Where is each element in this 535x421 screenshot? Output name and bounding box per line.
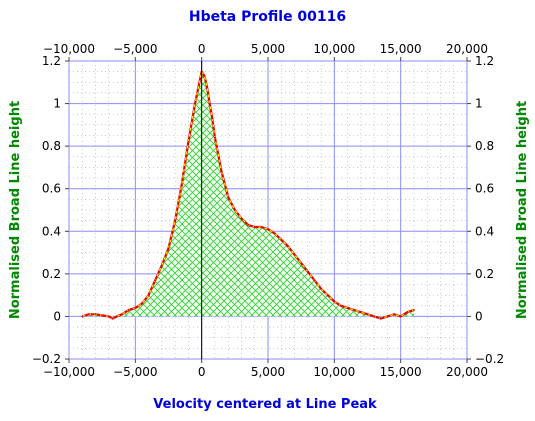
y-tick-label-left: 0 — [53, 309, 61, 323]
profile-point — [386, 315, 389, 318]
x-tick-label-top: 20,000 — [446, 42, 488, 56]
profile-point — [326, 294, 329, 297]
profile-point — [174, 219, 177, 222]
profile-point — [247, 224, 250, 226]
y-tick-label-left: 0.8 — [42, 139, 61, 153]
profile-point — [187, 140, 190, 143]
profile-point — [267, 228, 269, 231]
x-tick-label-bottom: 15,000 — [380, 365, 422, 379]
x-tick-label-top: −10,000 — [43, 42, 95, 56]
profile-point — [107, 315, 110, 318]
profile-point — [211, 117, 214, 120]
y-tick-label-right: −0.2 — [475, 352, 504, 366]
x-tick-label-top: 0 — [198, 42, 206, 56]
y-axis-label-left: Normalised Broad Line height — [8, 101, 23, 319]
y-tick-label-left: 0.4 — [42, 224, 61, 238]
profile-point — [333, 300, 336, 303]
profile-point — [227, 196, 230, 199]
x-tick-label-bottom: −10,000 — [43, 365, 95, 379]
profile-point — [406, 311, 409, 314]
x-tick-label-bottom: 10,000 — [313, 365, 355, 379]
profile-point — [306, 270, 309, 273]
profile-point — [101, 314, 104, 317]
profile-point — [399, 315, 402, 318]
profile-point — [180, 183, 183, 186]
profile-point — [214, 136, 216, 139]
y-tick-label-right: 0.6 — [475, 182, 494, 196]
profile-point — [379, 317, 382, 320]
x-tick-label-bottom: 20,000 — [446, 365, 488, 379]
tick-marks — [65, 57, 471, 363]
x-axis-label: Velocity centered at Line Peak — [153, 397, 377, 412]
profile-point — [141, 302, 143, 305]
y-tick-label-right: 1 — [475, 97, 483, 111]
x-tick-label-bottom: −5,000 — [113, 365, 157, 379]
x-tick-label-top: 10,000 — [313, 42, 355, 56]
profile-point — [121, 313, 123, 316]
profile-point — [220, 170, 223, 173]
y-tick-label-left: 0.6 — [42, 182, 61, 196]
profile-point — [134, 307, 137, 309]
x-tick-label-bottom: 0 — [198, 365, 206, 379]
y-tick-label-right: 1.2 — [475, 54, 494, 68]
y-tick-label-right: 0.4 — [475, 224, 494, 238]
profile-point — [413, 309, 415, 311]
chart-title: Hbeta Profile 00116 — [189, 9, 346, 25]
profile-point — [373, 315, 376, 318]
y-tick-label-left: 0.2 — [42, 267, 61, 281]
profile-point — [154, 279, 157, 282]
area-layer — [81, 70, 415, 320]
profile-point — [206, 85, 208, 88]
profile-point — [94, 313, 97, 316]
profile-point — [160, 264, 163, 267]
x-tick-label-top: 5,000 — [251, 42, 285, 56]
profile-point — [147, 294, 150, 297]
x-tick-label-top: 15,000 — [380, 42, 422, 56]
profile-point — [194, 102, 196, 105]
profile-point — [393, 313, 395, 316]
x-tick-label-bottom: 5,000 — [251, 365, 285, 379]
y-tick-label-right: 0.2 — [475, 267, 494, 281]
profile-point — [280, 238, 283, 241]
profile-point — [353, 309, 356, 311]
y-tick-label-left: −0.2 — [32, 352, 61, 366]
profile-point — [287, 245, 289, 248]
profile-point — [366, 313, 369, 316]
profile-point — [127, 309, 130, 311]
profile-point — [203, 75, 206, 77]
profile-point — [208, 102, 211, 105]
profile-point — [300, 262, 303, 265]
profile-point — [111, 317, 114, 320]
x-tick-label-top: −5,000 — [113, 42, 157, 56]
profile-point — [240, 217, 243, 220]
profile-point — [115, 315, 118, 318]
profile-point — [260, 226, 263, 228]
profile-point — [359, 311, 362, 314]
y-tick-label-right: 0.8 — [475, 139, 494, 153]
tick-labels: −10,000−10,000−5,000−5,000005,0005,00010… — [32, 42, 504, 379]
profile-point — [88, 313, 90, 316]
profile-point — [81, 315, 84, 318]
profile-point — [340, 304, 342, 307]
y-tick-label-left: 1 — [53, 97, 61, 111]
profile-point — [273, 232, 276, 235]
profile-point — [233, 209, 236, 211]
profile-point — [293, 253, 296, 256]
y-tick-label-left: 1.2 — [42, 54, 61, 68]
profile-point — [320, 287, 322, 290]
profile-point — [346, 307, 349, 309]
y-axis-label-right: Normalised Broad Line height — [515, 101, 530, 319]
y-tick-label-right: 0 — [475, 309, 483, 323]
profile-point — [253, 226, 256, 228]
profile-point — [167, 247, 170, 250]
profile-point — [313, 279, 316, 282]
